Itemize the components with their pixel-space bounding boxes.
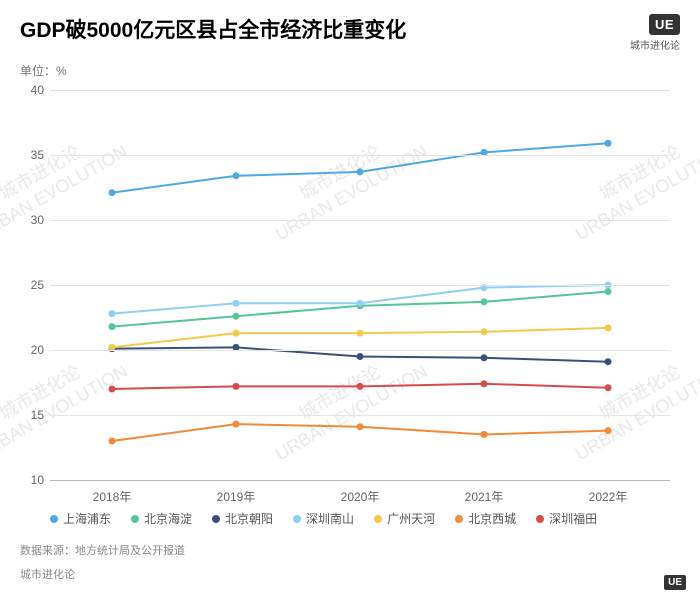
logo: UE 城市进化论: [630, 14, 680, 52]
x-tick-label: 2021年: [465, 488, 504, 505]
x-tick-label: 2022年: [589, 488, 628, 505]
y-tick-label: 40: [31, 83, 44, 97]
series-marker: [233, 172, 240, 179]
gridline: [50, 155, 670, 156]
gridline: [50, 220, 670, 221]
series-marker: [357, 300, 364, 307]
source-label: 数据来源：地方统计局及公开报道: [20, 542, 185, 558]
chart-area: 101520253035402018年2019年2020年2021年2022年: [50, 90, 670, 480]
y-tick-label: 30: [31, 213, 44, 227]
legend-item: 上海浦东: [50, 510, 111, 527]
series-marker: [605, 288, 612, 295]
gridline: [50, 350, 670, 351]
legend-dot: [536, 515, 544, 523]
legend-label: 北京海淀: [144, 510, 192, 527]
series-marker: [109, 438, 116, 445]
series-marker: [357, 330, 364, 337]
series-marker: [481, 298, 488, 305]
gridline: [50, 415, 670, 416]
y-tick-label: 15: [31, 408, 44, 422]
legend-label: 深圳南山: [306, 510, 354, 527]
legend-item: 北京朝阳: [212, 510, 273, 527]
legend-dot: [131, 515, 139, 523]
series-marker: [233, 313, 240, 320]
gridline: [50, 90, 670, 91]
series-marker: [481, 380, 488, 387]
series-marker: [605, 427, 612, 434]
legend-label: 北京西城: [468, 510, 516, 527]
x-tick-label: 2019年: [217, 488, 256, 505]
legend-dot: [293, 515, 301, 523]
series-marker: [233, 330, 240, 337]
series-marker: [109, 310, 116, 317]
x-axis: [50, 480, 670, 481]
series-marker: [357, 383, 364, 390]
x-tick-label: 2018年: [93, 488, 132, 505]
logo-badge: UE: [649, 14, 680, 35]
series-marker: [109, 189, 116, 196]
series-marker: [605, 384, 612, 391]
y-tick-label: 25: [31, 278, 44, 292]
legend-dot: [212, 515, 220, 523]
series-marker: [357, 423, 364, 430]
legend-dot: [50, 515, 58, 523]
footer-brand: 城市进化论: [20, 566, 75, 582]
series-marker: [605, 324, 612, 331]
x-tick-label: 2020年: [341, 488, 380, 505]
unit-label: 单位：%: [20, 62, 67, 79]
legend: 上海浦东 北京海淀 北京朝阳 深圳南山 广州天河 北京西城 深圳福田: [50, 510, 670, 527]
series-marker: [481, 354, 488, 361]
legend-dot: [374, 515, 382, 523]
y-tick-label: 35: [31, 148, 44, 162]
legend-dot: [455, 515, 463, 523]
series-marker: [109, 386, 116, 393]
series-line: [112, 285, 608, 314]
header: GDP破5000亿元区县占全市经济比重变化 UE 城市进化论: [20, 14, 680, 52]
legend-label: 上海浦东: [63, 510, 111, 527]
legend-item: 深圳南山: [293, 510, 354, 527]
series-marker: [233, 300, 240, 307]
legend-item: 深圳福田: [536, 510, 597, 527]
series-marker: [605, 358, 612, 365]
corner-logo-badge: UE: [664, 575, 686, 590]
series-marker: [357, 353, 364, 360]
legend-item: 广州天河: [374, 510, 435, 527]
legend-item: 北京海淀: [131, 510, 192, 527]
chart-title: GDP破5000亿元区县占全市经济比重变化: [20, 14, 406, 44]
series-marker: [357, 168, 364, 175]
gridline: [50, 285, 670, 286]
y-tick-label: 10: [31, 473, 44, 487]
series-line: [112, 143, 608, 192]
series-marker: [481, 328, 488, 335]
series-marker: [233, 421, 240, 428]
legend-label: 广州天河: [387, 510, 435, 527]
legend-label: 北京朝阳: [225, 510, 273, 527]
legend-label: 深圳福田: [549, 510, 597, 527]
series-marker: [233, 383, 240, 390]
series-marker: [605, 140, 612, 147]
legend-item: 北京西城: [455, 510, 516, 527]
logo-subtitle: 城市进化论: [630, 37, 680, 52]
series-marker: [481, 431, 488, 438]
y-tick-label: 20: [31, 343, 44, 357]
series-marker: [109, 323, 116, 330]
